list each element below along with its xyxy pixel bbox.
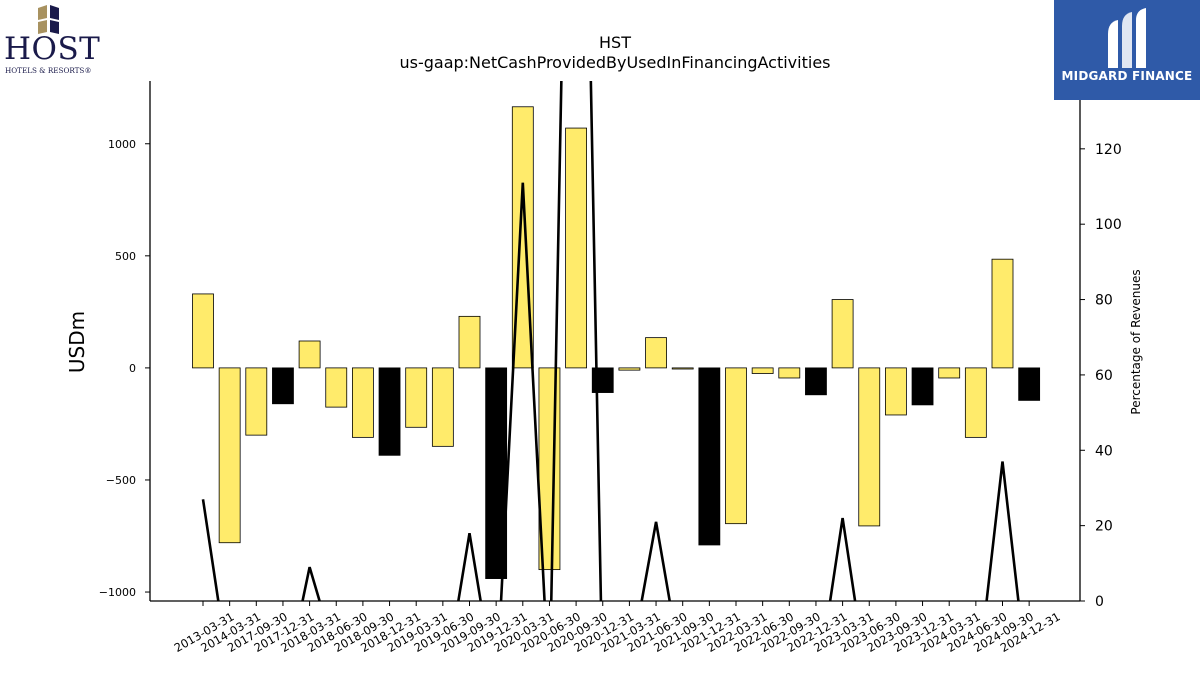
bar xyxy=(458,315,481,369)
y-tick-label: 0 xyxy=(129,362,136,375)
midgard-watermark: MIDGARD FINANCE xyxy=(1054,0,1200,100)
bar xyxy=(405,367,428,428)
bar xyxy=(565,127,587,369)
y2-tick-label: 40 xyxy=(1095,443,1113,459)
bar xyxy=(885,367,907,416)
midgard-label: MIDGARD FINANCE xyxy=(1061,69,1193,83)
host-logo: HOST HOTELS & RESORTS® xyxy=(4,4,104,74)
y2-axis-label: Percentage of Revenues xyxy=(1129,269,1143,414)
bar xyxy=(938,367,961,379)
bar xyxy=(351,367,374,438)
bar xyxy=(218,367,241,544)
chart-subtitle: us-gaap:NetCashProvidedByUsedInFinancing… xyxy=(399,53,830,72)
y2-tick-label: 20 xyxy=(1095,519,1113,535)
bar xyxy=(805,367,827,396)
chart-title: HST xyxy=(599,33,631,52)
y-tick-label: 1000 xyxy=(108,138,136,151)
bar xyxy=(911,367,934,406)
bar xyxy=(618,367,641,371)
series-line xyxy=(201,81,1020,601)
bar xyxy=(245,367,268,436)
line-group xyxy=(201,81,1020,601)
axes-group: −1000−500050010000204060801001202013-03-… xyxy=(99,81,1122,655)
y2-tick-label: 80 xyxy=(1095,293,1113,309)
bar xyxy=(778,367,801,379)
bar xyxy=(431,367,454,447)
host-wordmark: HOST xyxy=(4,31,101,67)
bar xyxy=(1018,367,1041,401)
bar xyxy=(671,367,694,370)
y2-tick-label: 0 xyxy=(1095,594,1104,610)
bar xyxy=(831,299,854,369)
bar-group xyxy=(192,106,1041,579)
bar xyxy=(751,367,774,374)
bar xyxy=(378,367,401,456)
y-tick-label: −500 xyxy=(106,474,136,487)
bar xyxy=(645,337,667,369)
y-tick-label: 500 xyxy=(115,250,136,263)
bar xyxy=(272,367,294,405)
bar xyxy=(964,367,987,438)
bar xyxy=(725,367,747,525)
y2-tick-label: 60 xyxy=(1095,368,1113,384)
host-tagline: HOTELS & RESORTS® xyxy=(5,66,92,75)
y-tick-label: −1000 xyxy=(99,586,136,599)
y2-tick-label: 100 xyxy=(1095,217,1122,233)
bar xyxy=(298,340,321,369)
bar xyxy=(192,293,214,369)
midgard-logo-icon xyxy=(1108,8,1146,68)
bar xyxy=(325,367,348,408)
y2-tick-label: 120 xyxy=(1095,142,1122,158)
y-axis-label: USDm xyxy=(65,311,89,373)
bar xyxy=(858,367,881,527)
bar xyxy=(698,367,721,546)
host-emblem-icon xyxy=(38,5,59,34)
bar xyxy=(991,258,1014,369)
